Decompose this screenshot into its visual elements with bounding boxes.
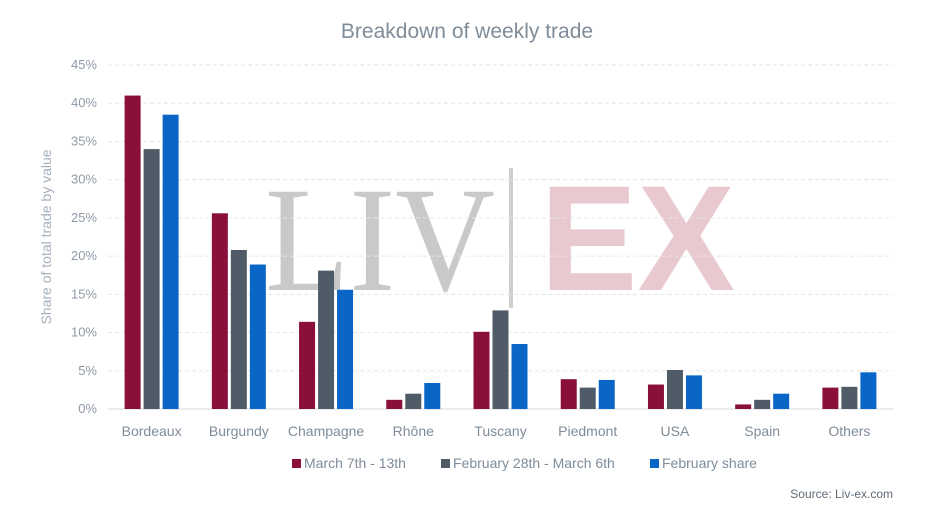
chart-title: Breakdown of weekly trade xyxy=(341,20,593,43)
bar xyxy=(405,393,422,409)
bar xyxy=(754,399,771,409)
bar xyxy=(211,213,228,409)
legend-label: March 7th - 13th xyxy=(304,455,406,471)
source-note: Source: Liv-ex.com xyxy=(790,487,893,501)
bar xyxy=(598,379,615,409)
y-tick-label: 10% xyxy=(71,325,97,340)
x-tick-label: Piedmont xyxy=(558,423,617,439)
bar xyxy=(230,249,247,409)
y-axis-label: Share of total trade by value xyxy=(38,149,54,324)
bar xyxy=(337,289,354,409)
bar xyxy=(143,149,160,410)
gridlines xyxy=(108,64,893,410)
x-tick-label: Others xyxy=(828,423,870,439)
x-tick-label: Tuscany xyxy=(474,423,526,439)
bar xyxy=(386,399,403,409)
bar xyxy=(860,372,877,409)
y-tick-label: 30% xyxy=(71,172,97,187)
y-tick-label: 45% xyxy=(71,57,97,72)
y-tick-label: 40% xyxy=(71,95,97,110)
x-tick-label: Rhône xyxy=(393,423,434,439)
x-tick-label: Bordeaux xyxy=(122,423,182,439)
legend-swatch xyxy=(292,459,301,468)
bar xyxy=(560,379,577,409)
bar xyxy=(473,331,490,409)
bar xyxy=(841,386,858,409)
x-tick-label: Champagne xyxy=(288,423,364,439)
legend-label: February share xyxy=(662,455,757,471)
bar xyxy=(249,264,266,409)
legend-label: February 28th - March 6th xyxy=(453,455,615,471)
bars xyxy=(124,95,877,410)
x-tick-label: USA xyxy=(661,423,690,439)
legend-swatch xyxy=(650,459,659,468)
bar xyxy=(647,384,664,409)
bar xyxy=(318,270,335,409)
bar xyxy=(162,114,179,409)
bar xyxy=(773,393,790,409)
legend-swatch xyxy=(441,459,450,468)
y-tick-label: 0% xyxy=(78,401,97,416)
y-tick-label: 35% xyxy=(71,133,97,148)
bar xyxy=(492,310,509,409)
watermark-divider xyxy=(509,168,513,308)
bar xyxy=(511,344,528,409)
x-tick-labels: Bordeaux Burgundy Champagne Rhône Tuscany Pie… xyxy=(122,423,871,439)
bar xyxy=(124,95,141,410)
bar xyxy=(666,370,683,409)
legend: March 7th - 13th February 28th - March 6t… xyxy=(292,455,757,471)
y-tick-label: 5% xyxy=(78,363,97,378)
y-tick-label: 20% xyxy=(71,248,97,263)
bar xyxy=(735,404,752,409)
y-tick-labels: 0% 5% 10% 15% 20% 25% 30% 35% 40% 45% xyxy=(71,57,97,416)
y-tick-label: 15% xyxy=(71,286,97,301)
bar xyxy=(299,321,316,409)
bar xyxy=(424,383,441,409)
bar xyxy=(822,387,839,409)
x-tick-label: Spain xyxy=(744,423,780,439)
watermark-liv: LIV xyxy=(265,157,495,323)
x-tick-label: Burgundy xyxy=(209,423,269,439)
y-tick-label: 25% xyxy=(71,210,97,225)
bar xyxy=(579,387,596,409)
bar xyxy=(685,375,702,409)
